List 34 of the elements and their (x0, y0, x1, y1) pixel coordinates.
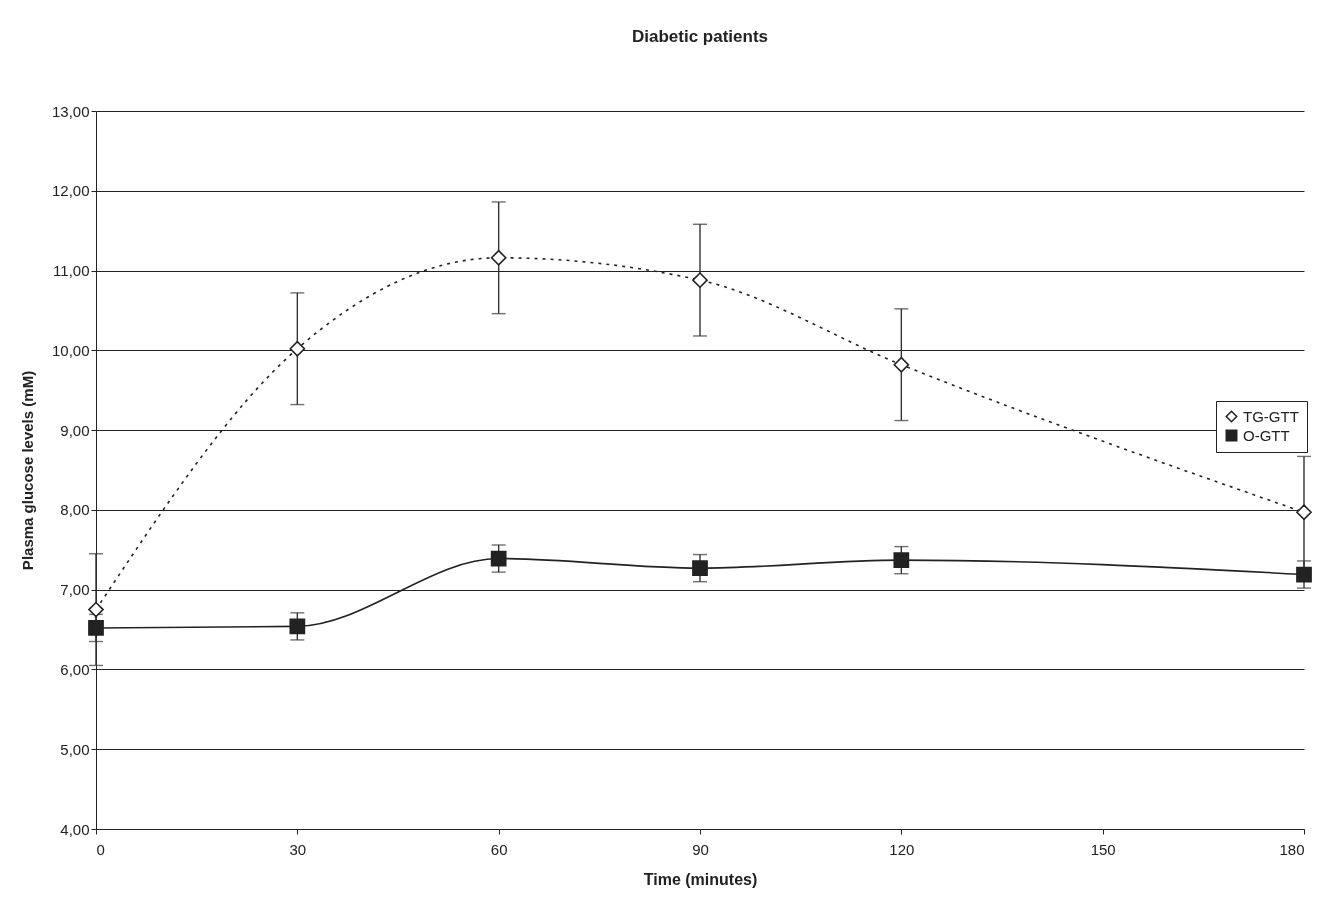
point (289, 618, 306, 635)
legend-label: O-GTT (1243, 426, 1290, 444)
x-tick-label: 180 (1279, 840, 1305, 858)
point (88, 620, 104, 636)
y-tick-label: 11,00 (53, 262, 90, 280)
y-tick-label: 7,00 (60, 581, 90, 599)
y-tick-label: 10,00 (51, 341, 90, 359)
point (893, 356, 910, 373)
chart-title: Diabetic patients (631, 27, 769, 46)
point (692, 272, 708, 288)
point (490, 550, 507, 567)
y-tick-label: 4,00 (60, 820, 90, 838)
point (893, 552, 910, 569)
y-tick-label: 9,00 (60, 421, 90, 439)
point (1296, 566, 1312, 583)
x-tick-label: 150 (1090, 840, 1116, 858)
x-tick-label: 30 (289, 840, 307, 858)
point (490, 249, 507, 266)
y-tick-label: 6,00 (60, 660, 90, 678)
x-tick-label: 120 (889, 840, 915, 858)
point (692, 560, 708, 576)
legend-label: TG-GTT (1243, 407, 1299, 425)
x-tick-label: 0 (96, 840, 105, 858)
y-tick-label: 13,00 (51, 102, 90, 120)
x-tick-label: 60 (490, 840, 508, 858)
y-tick-label: 8,00 (60, 501, 90, 519)
y-tick-label: 5,00 (60, 740, 90, 758)
y-tick-label: 12,00 (51, 182, 90, 200)
point (1296, 504, 1312, 521)
x-axis-title: Time (minutes) (643, 870, 758, 888)
point (289, 340, 306, 357)
x-tick-label: 90 (692, 840, 709, 858)
point (88, 601, 104, 618)
y-axis-title: Plasma glucose levels (mM) (18, 370, 36, 571)
